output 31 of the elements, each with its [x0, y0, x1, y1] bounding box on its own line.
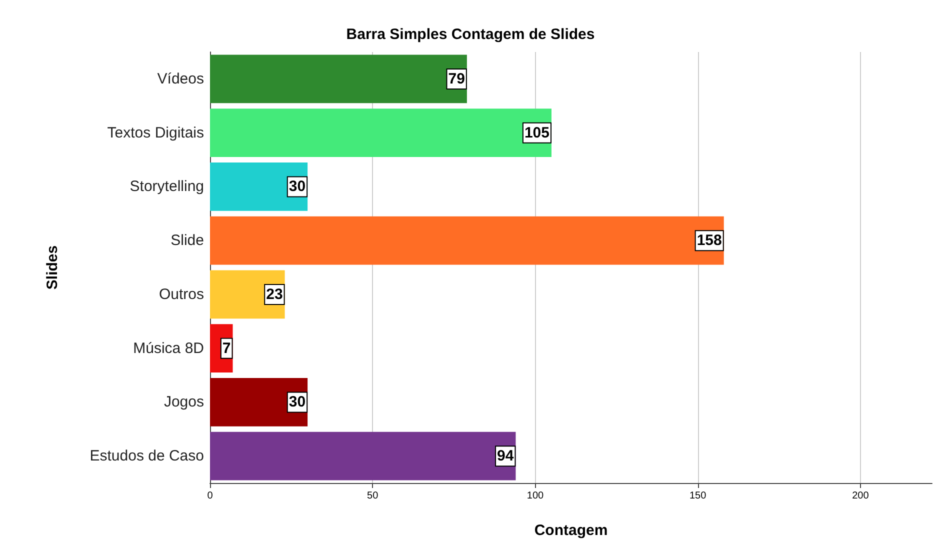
y-tick-label: Outros — [158, 286, 204, 303]
bar — [210, 108, 552, 158]
x-tick-label: 0 — [207, 490, 214, 502]
y-tick-label: Música 8D — [133, 340, 204, 357]
x-axis-title: Contagem — [534, 522, 608, 539]
bar — [210, 378, 308, 426]
bar — [210, 270, 285, 319]
chart-title: Barra Simples Contagem de Slides — [346, 26, 595, 43]
y-tick-label: Vídeos — [157, 70, 204, 88]
data-label: 105 — [524, 124, 550, 142]
data-label: 30 — [288, 394, 306, 411]
data-label: 79 — [448, 70, 465, 88]
data-label: 158 — [696, 232, 722, 250]
y-axis-title: Slides — [44, 245, 61, 290]
bar — [210, 162, 308, 211]
bar — [210, 432, 516, 480]
y-tick-label: Storytelling — [130, 178, 204, 196]
data-label: 23 — [266, 286, 283, 303]
data-label: 94 — [497, 448, 514, 465]
x-tick-label: 200 — [852, 490, 870, 502]
y-tick-label: Textos Digitais — [107, 124, 204, 142]
x-tick-label: 50 — [367, 490, 379, 502]
data-label: 7 — [222, 340, 231, 357]
x-tick-label: 100 — [526, 490, 544, 502]
bar — [210, 216, 724, 265]
y-tick-label: Estudos de Caso — [90, 448, 204, 465]
x-tick-label: 150 — [689, 490, 707, 502]
data-label: 30 — [288, 178, 306, 196]
bar — [210, 54, 467, 104]
y-tick-label: Jogos — [164, 394, 204, 411]
y-tick-label: Slide — [170, 232, 204, 250]
